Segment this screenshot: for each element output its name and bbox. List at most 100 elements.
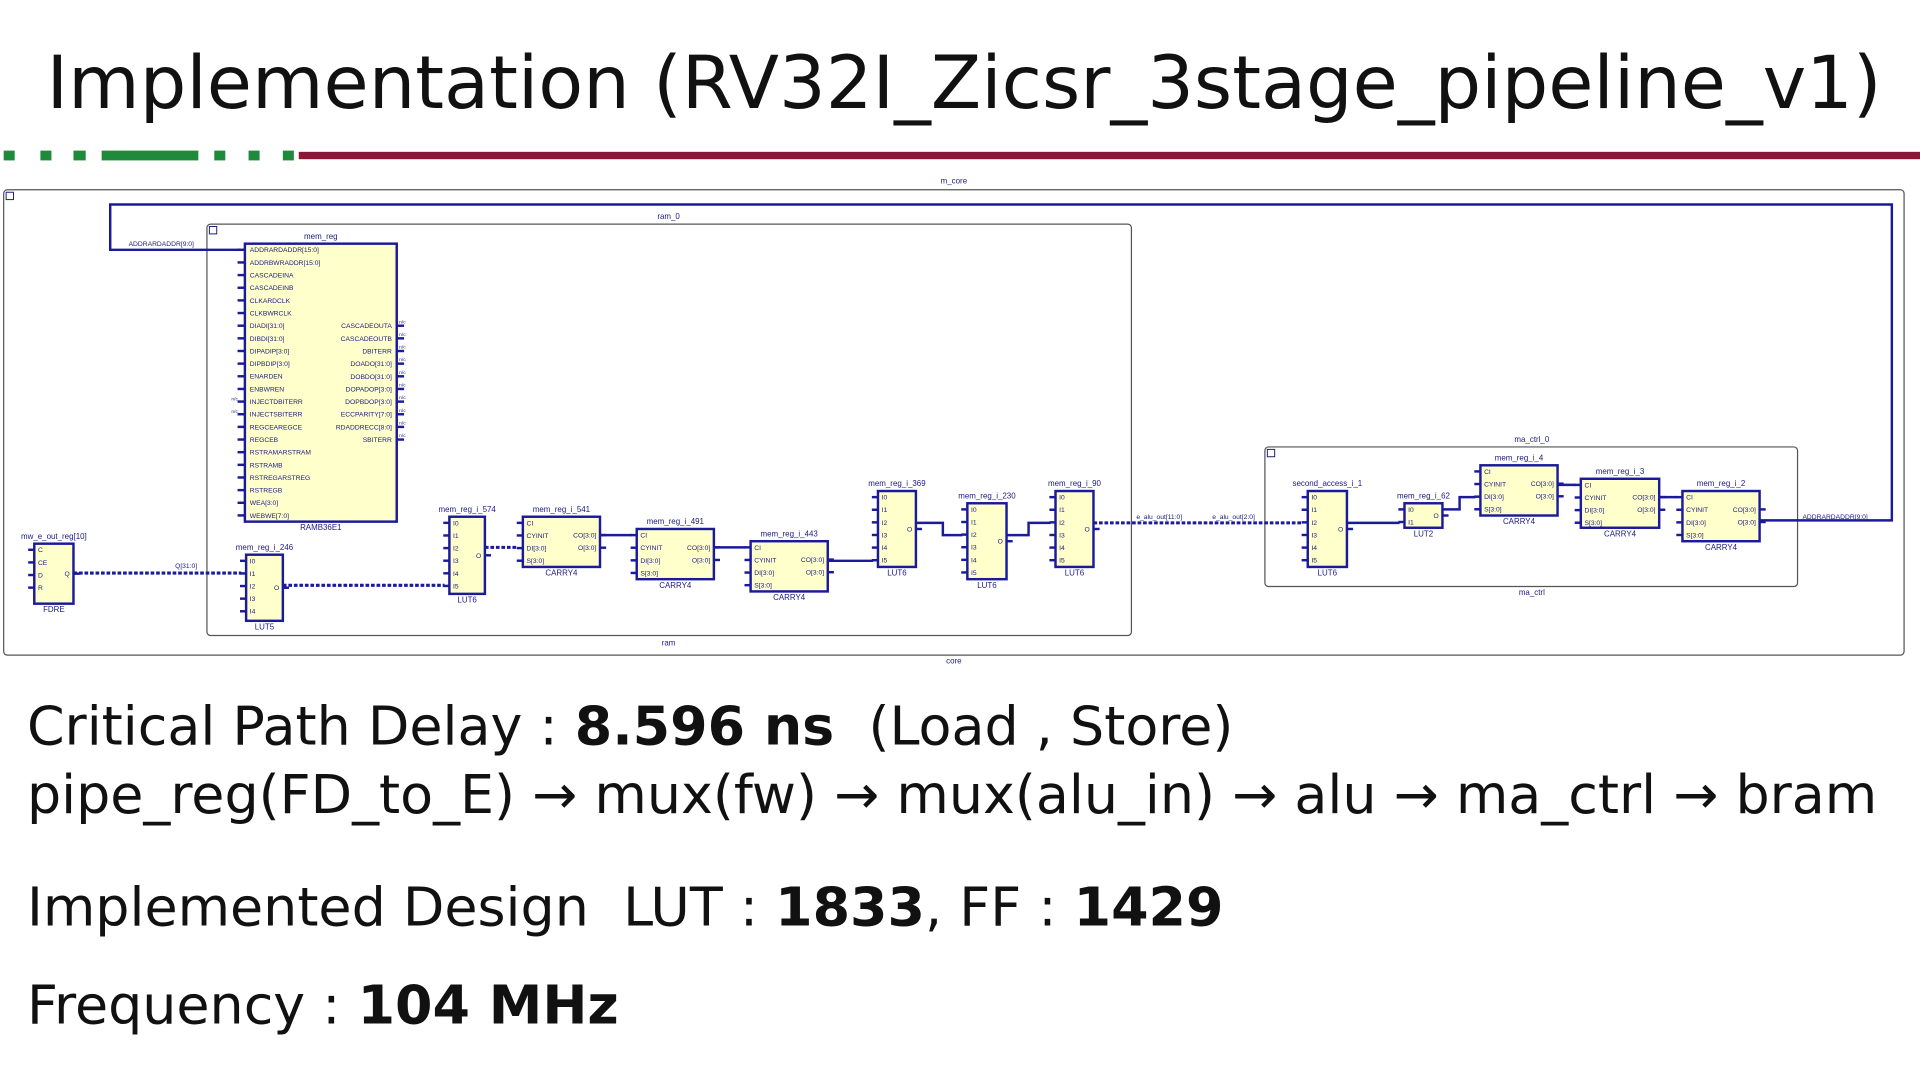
cell-name: mem_reg_i_541 — [533, 505, 591, 514]
pin-label: DOBDO[31:0] — [350, 374, 392, 381]
pin-label: WEBWE[7:0] — [250, 513, 289, 520]
cell-type: CARRY4 — [773, 593, 806, 602]
pin-label: CYINIT — [1584, 495, 1606, 502]
pin-label: ENARDEN — [250, 374, 283, 381]
pin-label: REGCEB — [250, 437, 279, 444]
pin-label: I0 — [1408, 507, 1414, 514]
pin-label: I0 — [250, 558, 256, 565]
cell-name: mem_reg_i_443 — [760, 529, 818, 538]
pin-label: CYINIT — [527, 533, 549, 540]
pin-label: I3 — [1311, 532, 1317, 539]
cell-name: mem_reg_i_2 — [1697, 479, 1746, 488]
ram-cell — [243, 242, 398, 523]
pin-label: DIBDI[31:0] — [250, 336, 285, 343]
pin-label: I0 — [1311, 495, 1317, 502]
pin-label: O[3:0] — [692, 557, 710, 564]
pin-label: DOPBDOP[3:0] — [345, 399, 392, 406]
pin-label: CO[3:0] — [573, 533, 596, 540]
pin-label: CI — [527, 520, 534, 527]
nc-label: n/c — [231, 409, 238, 415]
pin-label: S[3:0] — [640, 570, 658, 577]
cell-name: mw_e_out_reg[10] — [21, 532, 87, 541]
cell — [1054, 489, 1095, 569]
cell-type: CARRY4 — [545, 569, 578, 578]
pin-label: CI — [1484, 469, 1491, 476]
pin-label: I1 — [250, 571, 256, 578]
pin-label: I0 — [1059, 495, 1065, 502]
pin-label: I4 — [1059, 545, 1065, 552]
pin-label: I5 — [1311, 558, 1317, 565]
note: (Load , Store) — [834, 694, 1233, 757]
cell-type: LUT6 — [977, 581, 997, 590]
pin-label: CO[3:0] — [1733, 507, 1756, 514]
rule-line — [298, 151, 1920, 160]
pin-label: I2 — [882, 520, 888, 527]
pin-label: O[3:0] — [806, 570, 824, 577]
cell-name: mem_reg_i_3 — [1596, 467, 1645, 476]
pin-label: CI — [1584, 482, 1591, 489]
frame-label: core — [946, 657, 962, 666]
nc-label: n/c — [399, 332, 406, 338]
pin-label: O[3:0] — [1738, 519, 1756, 526]
pin-label: O — [476, 553, 481, 560]
pin-label: I1 — [453, 533, 459, 540]
pin-label: REGCEAREGCE — [250, 424, 303, 431]
pin-label: DBITERR — [362, 348, 392, 355]
pin-label: I3 — [453, 558, 459, 565]
cell-type: CARRY4 — [1705, 543, 1738, 552]
pin-label: CASCADEINA — [250, 273, 294, 280]
nc-label: n/c — [399, 383, 406, 389]
collapse-icon[interactable] — [5, 191, 14, 201]
pin-label: DI[3:0] — [640, 558, 660, 565]
pin-label: I4 — [1311, 545, 1317, 552]
cell — [1403, 502, 1444, 529]
nc-label: n/c — [399, 319, 406, 325]
pin-label: CLKBWRCLK — [250, 310, 292, 317]
cell-name: mem_reg_i_4 — [1495, 453, 1544, 462]
cell — [1681, 489, 1761, 543]
pin-label: I2 — [453, 546, 459, 553]
collapse-icon[interactable] — [1266, 448, 1276, 458]
pin-label: DI[3:0] — [527, 546, 547, 553]
collapse-icon[interactable] — [208, 226, 218, 235]
net-label: e_alu_out[11:0] — [1136, 514, 1182, 521]
cell-type: LUT2 — [1414, 529, 1434, 538]
pin-label: RSTREGB — [250, 488, 283, 495]
pin-label: CASCADEOUTA — [341, 323, 392, 330]
pin-label: I4 — [453, 571, 459, 578]
cell-name: mem_reg_i_90 — [1048, 479, 1102, 488]
pin-label: I4 — [971, 557, 977, 564]
cell-type: FDRE — [43, 605, 65, 614]
cell-type: CARRY4 — [659, 581, 692, 590]
pin-label: I5 — [971, 570, 977, 577]
frame-label: ram — [662, 638, 676, 647]
pin-label: S[3:0] — [527, 558, 545, 565]
pin-label: I1 — [1408, 519, 1414, 526]
cell-name: mem_reg_i_246 — [236, 543, 294, 552]
pin-label: O — [1338, 526, 1343, 533]
cell-name: mem_reg_i_62 — [1397, 491, 1451, 500]
pin-label: I3 — [971, 545, 977, 552]
slide-title: Implementation (RV32I_Zicsr_3stage_pipel… — [47, 41, 1882, 126]
cell-type: LUT6 — [457, 595, 477, 604]
pin-label: S[3:0] — [1484, 507, 1502, 514]
cell-type: LUT6 — [1065, 569, 1085, 578]
value: 8.596 ns — [575, 694, 835, 757]
nc-label: n/c — [399, 357, 406, 363]
nc-label: n/c — [399, 370, 406, 376]
nc-label: n/c — [399, 395, 406, 401]
cell — [1479, 464, 1559, 517]
net-label: ADDRARDADDR[9:0] — [129, 241, 194, 248]
pin-label: I1 — [882, 507, 888, 514]
frame-label: m_core — [941, 177, 968, 186]
summary: Critical Path Delay : 8.596 ns (Load , S… — [27, 694, 1877, 1036]
label: , FF : — [925, 876, 1074, 939]
rule-dash — [40, 150, 52, 161]
pin-label: RSTREGARSTREG — [250, 475, 310, 482]
pin-label: DI[3:0] — [1686, 520, 1706, 527]
cell-name: mem_reg_i_369 — [868, 479, 926, 488]
pin-label: Q — [65, 571, 70, 578]
pin-label: I2 — [1311, 520, 1317, 527]
